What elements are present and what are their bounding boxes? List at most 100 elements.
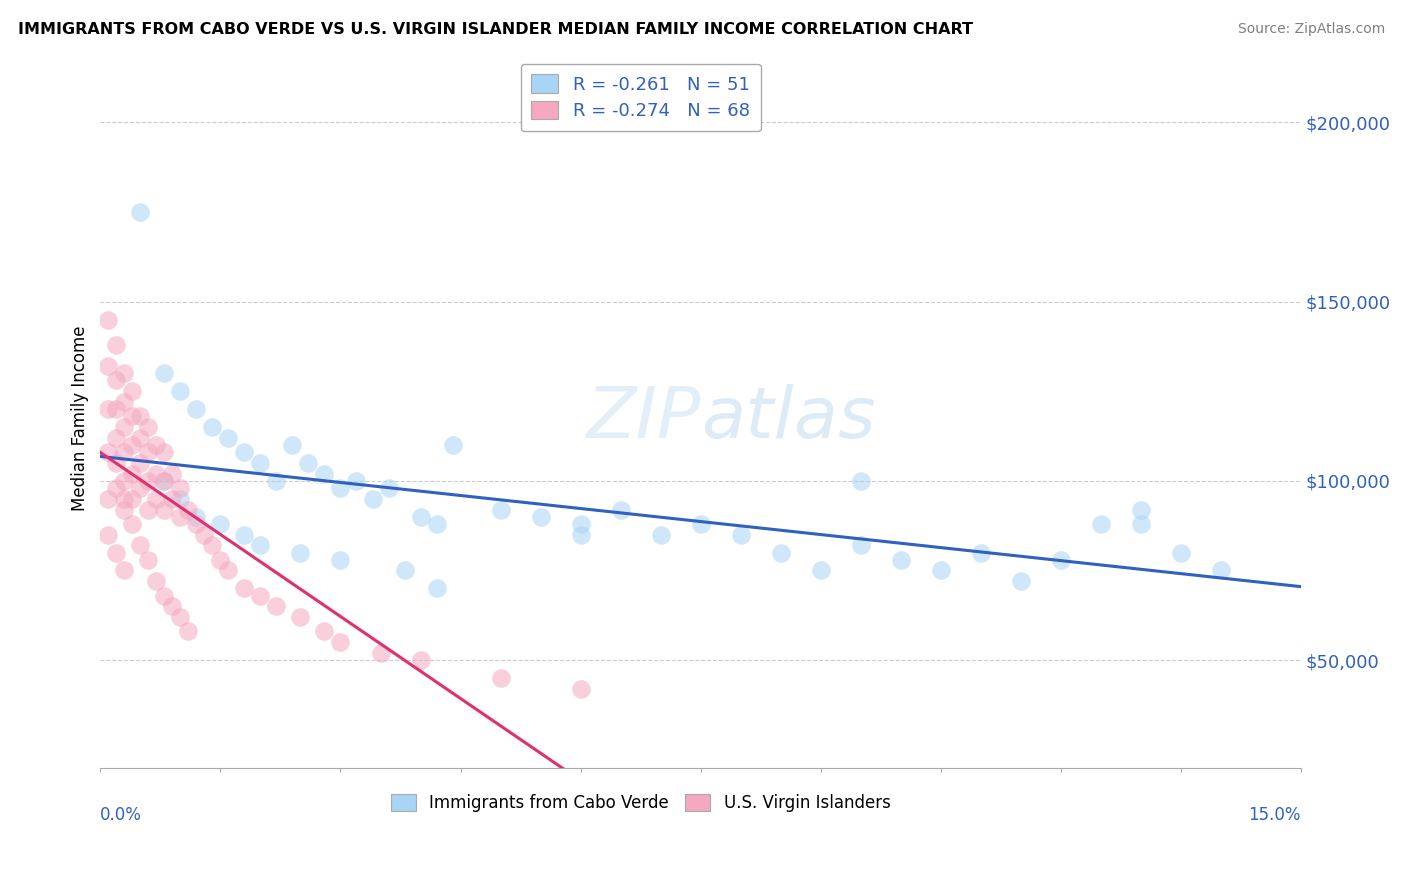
Text: 0.0%: 0.0% bbox=[100, 806, 142, 824]
Point bbox=[169, 610, 191, 624]
Point bbox=[153, 474, 176, 488]
Point bbox=[145, 574, 167, 589]
Point bbox=[409, 653, 432, 667]
Point bbox=[145, 467, 167, 481]
Point bbox=[1129, 502, 1152, 516]
Point bbox=[314, 624, 336, 639]
Point bbox=[153, 502, 176, 516]
Point bbox=[129, 431, 152, 445]
Point bbox=[177, 624, 200, 639]
Point bbox=[121, 516, 143, 531]
Point bbox=[193, 527, 215, 541]
Point bbox=[105, 374, 128, 388]
Text: ZIP: ZIP bbox=[586, 384, 700, 452]
Point bbox=[233, 582, 256, 596]
Point bbox=[186, 402, 208, 417]
Point bbox=[105, 545, 128, 559]
Point bbox=[297, 456, 319, 470]
Point bbox=[370, 646, 392, 660]
Point bbox=[281, 438, 304, 452]
Point bbox=[489, 671, 512, 685]
Point bbox=[112, 502, 135, 516]
Point bbox=[849, 474, 872, 488]
Point bbox=[129, 481, 152, 495]
Point bbox=[138, 445, 160, 459]
Point bbox=[153, 589, 176, 603]
Text: 15.0%: 15.0% bbox=[1249, 806, 1301, 824]
Point bbox=[233, 527, 256, 541]
Y-axis label: Median Family Income: Median Family Income bbox=[72, 326, 89, 511]
Point bbox=[529, 509, 551, 524]
Point bbox=[97, 491, 120, 506]
Point bbox=[169, 481, 191, 495]
Point bbox=[162, 599, 184, 614]
Point bbox=[138, 502, 160, 516]
Point bbox=[121, 491, 143, 506]
Point bbox=[233, 445, 256, 459]
Point bbox=[138, 474, 160, 488]
Legend: Immigrants from Cabo Verde, U.S. Virgin Islanders: Immigrants from Cabo Verde, U.S. Virgin … bbox=[384, 788, 897, 819]
Point bbox=[409, 509, 432, 524]
Point bbox=[129, 205, 152, 219]
Point bbox=[217, 564, 239, 578]
Point bbox=[145, 491, 167, 506]
Point bbox=[249, 456, 271, 470]
Point bbox=[169, 384, 191, 399]
Point bbox=[929, 564, 952, 578]
Point bbox=[346, 474, 368, 488]
Point bbox=[112, 420, 135, 434]
Point bbox=[970, 545, 993, 559]
Point bbox=[1090, 516, 1112, 531]
Point bbox=[177, 502, 200, 516]
Point bbox=[153, 366, 176, 380]
Point bbox=[169, 509, 191, 524]
Point bbox=[129, 538, 152, 552]
Point bbox=[129, 456, 152, 470]
Point bbox=[105, 402, 128, 417]
Point bbox=[153, 474, 176, 488]
Point bbox=[162, 467, 184, 481]
Point bbox=[394, 564, 416, 578]
Point bbox=[129, 409, 152, 424]
Point bbox=[112, 491, 135, 506]
Point bbox=[314, 467, 336, 481]
Point bbox=[1209, 564, 1232, 578]
Point bbox=[1050, 553, 1073, 567]
Point bbox=[890, 553, 912, 567]
Point bbox=[121, 409, 143, 424]
Point bbox=[730, 527, 752, 541]
Point bbox=[121, 467, 143, 481]
Point bbox=[609, 502, 631, 516]
Point bbox=[425, 582, 447, 596]
Point bbox=[121, 384, 143, 399]
Point bbox=[97, 527, 120, 541]
Text: IMMIGRANTS FROM CABO VERDE VS U.S. VIRGIN ISLANDER MEDIAN FAMILY INCOME CORRELAT: IMMIGRANTS FROM CABO VERDE VS U.S. VIRGI… bbox=[18, 22, 973, 37]
Point bbox=[249, 589, 271, 603]
Point bbox=[209, 553, 232, 567]
Point bbox=[361, 491, 384, 506]
Point bbox=[105, 431, 128, 445]
Point bbox=[569, 681, 592, 696]
Point bbox=[138, 553, 160, 567]
Point bbox=[290, 545, 312, 559]
Point bbox=[105, 337, 128, 351]
Point bbox=[201, 538, 224, 552]
Point bbox=[162, 491, 184, 506]
Point bbox=[329, 481, 352, 495]
Point bbox=[209, 516, 232, 531]
Point bbox=[849, 538, 872, 552]
Point bbox=[329, 635, 352, 649]
Point bbox=[97, 402, 120, 417]
Point bbox=[1129, 516, 1152, 531]
Point bbox=[689, 516, 711, 531]
Point bbox=[138, 420, 160, 434]
Point bbox=[112, 564, 135, 578]
Text: atlas: atlas bbox=[700, 384, 876, 452]
Point bbox=[97, 359, 120, 373]
Point bbox=[112, 445, 135, 459]
Point bbox=[105, 456, 128, 470]
Point bbox=[425, 516, 447, 531]
Point bbox=[217, 431, 239, 445]
Point bbox=[329, 553, 352, 567]
Point bbox=[97, 312, 120, 326]
